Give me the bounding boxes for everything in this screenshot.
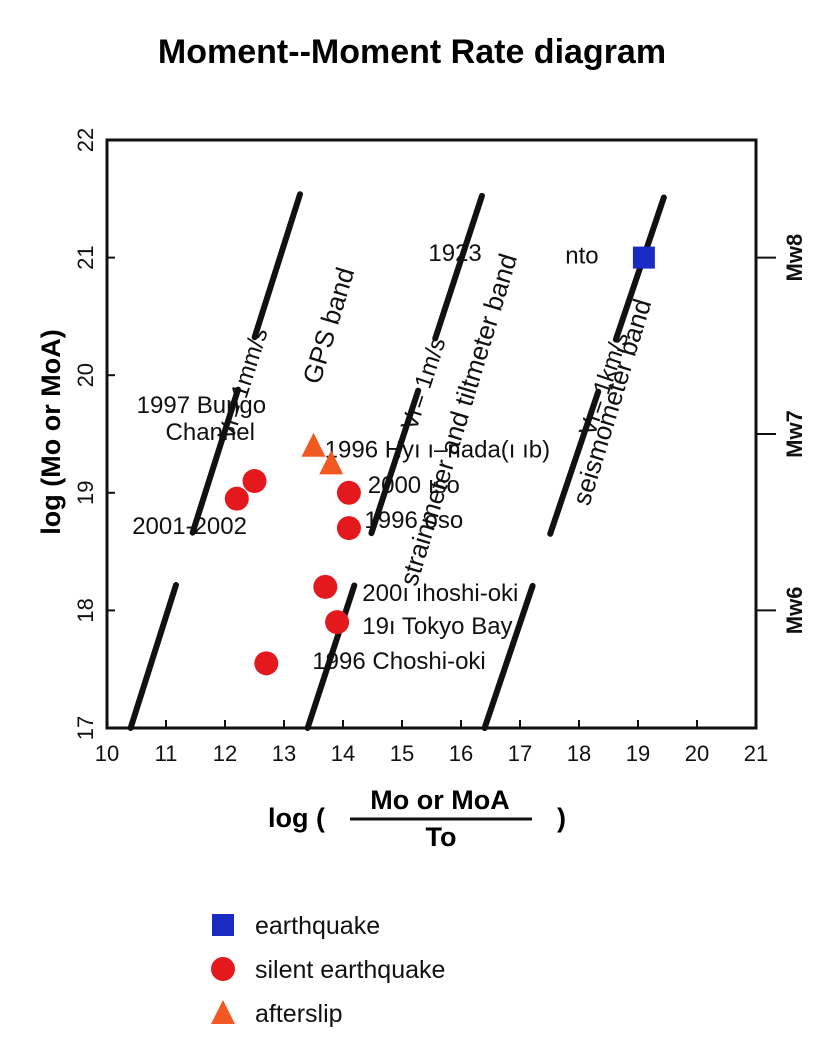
y-tick-label: 18 xyxy=(73,598,98,622)
x-tick-label: 12 xyxy=(213,741,237,766)
velocity-reference-line xyxy=(127,148,317,731)
mw-tick-label: Mw8 xyxy=(782,234,807,282)
axis-labels: log (Mo or MoA) log ( Mo or MoA To ) xyxy=(36,329,566,852)
event-annotation: 1997 Bungo xyxy=(137,392,266,419)
band-label: seismometer band xyxy=(566,295,657,508)
event-annotation: 1996 oso xyxy=(364,507,463,534)
legend-circle-icon xyxy=(211,957,235,981)
afterslip-point xyxy=(301,432,326,457)
x-tick-label: 16 xyxy=(449,741,473,766)
x-tick-label: 13 xyxy=(272,741,296,766)
silent-earthquake-point xyxy=(224,486,249,511)
plot-area: 10 11 12 13 14 15 16 17 18 19 20 21 17 18 19 20 21 22 Mw6 M… xyxy=(73,128,807,766)
event-annotation: 1996 Hyı ı–nada(ı ıb) xyxy=(325,437,550,464)
event-annotation: 1996 Choshi-oki xyxy=(312,648,485,675)
event-annotation: nto xyxy=(565,242,598,269)
x-tick-label: 15 xyxy=(390,741,414,766)
y-tick-label: 21 xyxy=(73,245,98,269)
band-label: GPS band xyxy=(297,264,361,388)
event-annotation: 19ı Tokyo Bay xyxy=(362,613,512,640)
x-axis-label-suffix: ) xyxy=(557,803,566,833)
earthquake-point xyxy=(632,246,655,269)
legend-label: silent earthquake xyxy=(255,956,445,984)
chart-title: Moment--Moment Rate diagram xyxy=(158,33,666,71)
x-tick-label: 21 xyxy=(744,741,768,766)
event-annotation: 2000 ıso xyxy=(368,472,460,499)
event-annotation: 200ı ıhoshi-oki xyxy=(362,580,518,607)
x-tick-label: 11 xyxy=(155,741,178,766)
silent-earthquake-point xyxy=(336,516,361,541)
mw-tick-label: Mw7 xyxy=(782,410,807,458)
legend-label: afterslip xyxy=(255,1000,343,1028)
x-axis-label-numerator: Mo or MoA xyxy=(370,785,509,815)
mw-tick-label: Mw6 xyxy=(782,587,807,635)
x-tick-label: 14 xyxy=(331,741,355,766)
silent-earthquake-point xyxy=(325,610,350,635)
silent-earthquake-point xyxy=(254,651,279,676)
y-tick-label: 17 xyxy=(73,716,98,740)
silent-earthquake-point xyxy=(242,469,267,494)
y-axis-label: log (Mo or MoA) xyxy=(36,329,66,534)
event-annotation: Channel xyxy=(166,419,255,446)
legend-square-icon xyxy=(212,914,234,936)
x-tick-label: 17 xyxy=(508,741,532,766)
x-tick-label: 20 xyxy=(685,741,709,766)
event-annotation: 1923 xyxy=(428,240,481,267)
legend: earthquake silent earthquake afterslip xyxy=(211,912,445,1028)
legend-triangle-icon xyxy=(211,1000,235,1024)
x-tick-label: 19 xyxy=(626,741,650,766)
legend-label: earthquake xyxy=(255,912,380,940)
x-tick-label: 10 xyxy=(95,741,119,766)
y-tick-label: 22 xyxy=(73,128,98,152)
silent-earthquake-point xyxy=(313,574,338,599)
afterslip-point xyxy=(319,450,344,475)
x-axis-label-denominator: To xyxy=(426,822,457,852)
x-axis-label-prefix: log ( xyxy=(268,803,325,833)
event-annotation: 2001-2002 xyxy=(132,513,247,540)
y-tick-label: 19 xyxy=(73,481,98,505)
silent-earthquake-point xyxy=(336,480,361,505)
x-tick-label: 18 xyxy=(567,741,591,766)
y-tick-label: 20 xyxy=(73,363,98,387)
